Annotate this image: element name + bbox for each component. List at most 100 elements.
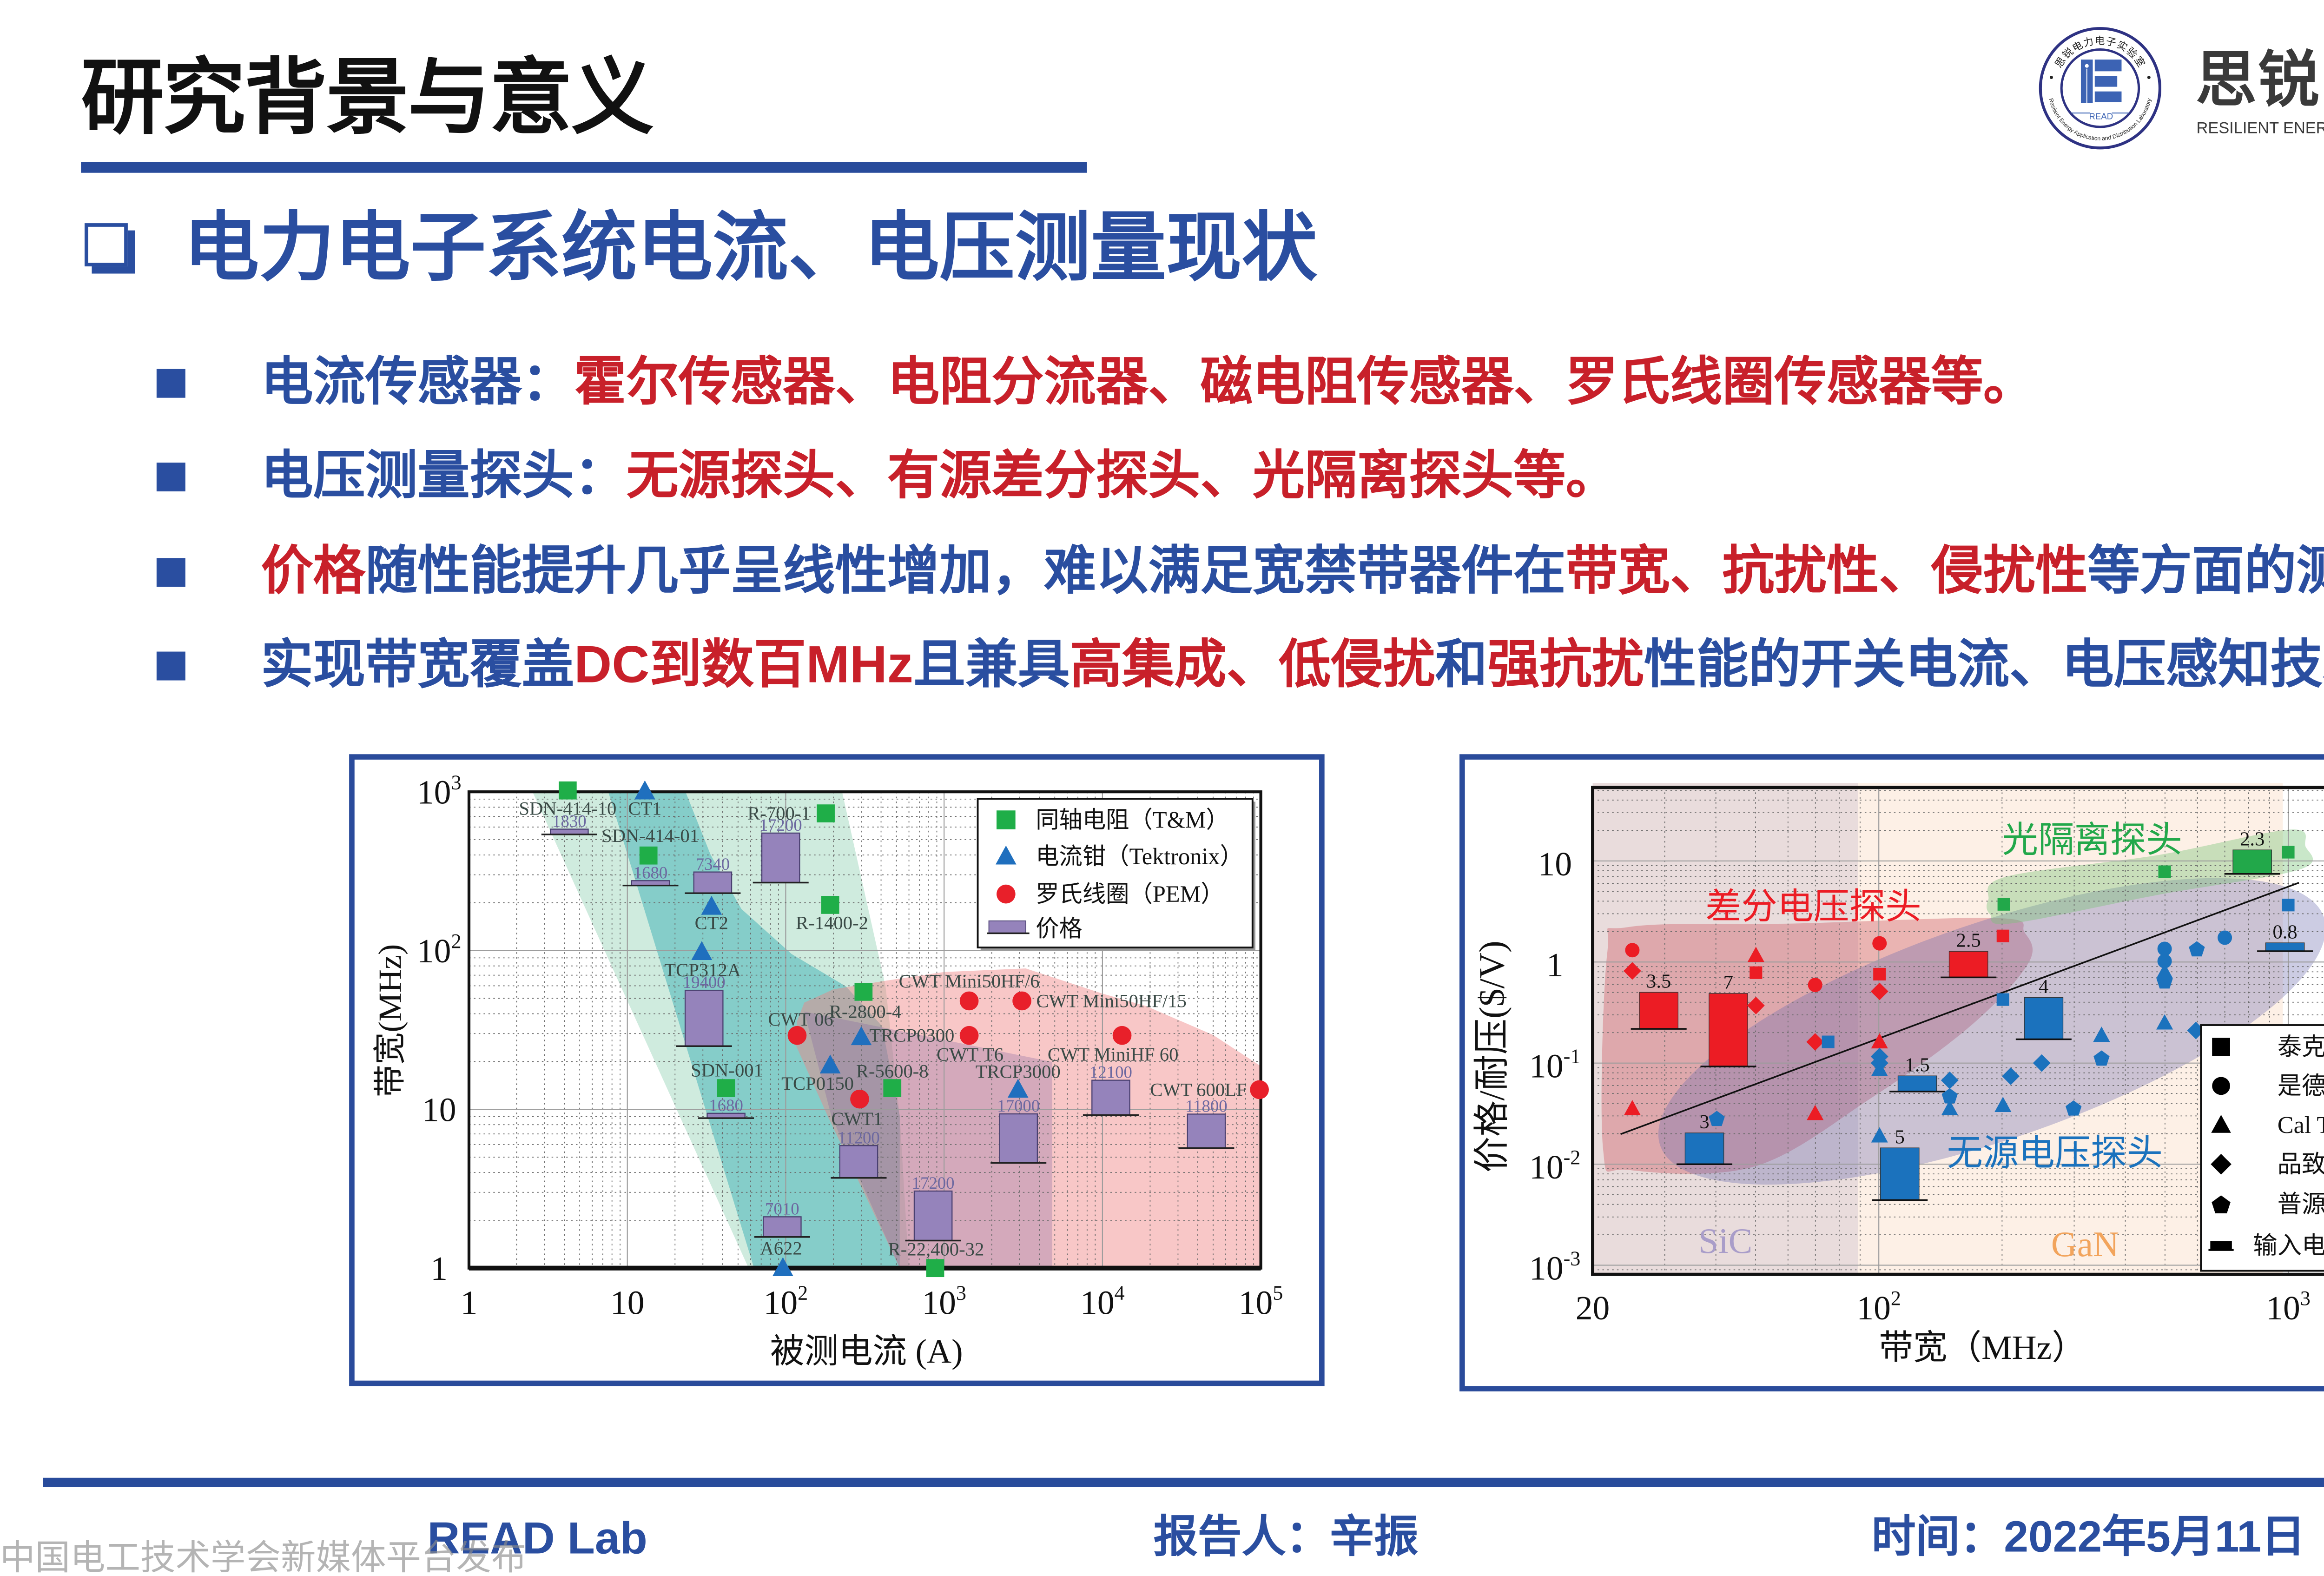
capacitance-bar: 4 xyxy=(2015,976,2072,1040)
bullet-segment: 随性能提升几乎呈线性增加，难以满足宽禁带器件在 xyxy=(365,543,1566,601)
circle-marker-icon xyxy=(2218,930,2232,945)
triangle-marker-icon xyxy=(691,941,713,960)
diamond-marker-icon xyxy=(1941,1071,1959,1089)
triangle-marker-icon xyxy=(2156,1014,2173,1030)
price-bar: 7010 xyxy=(754,1199,810,1238)
y-tick-label: 1 xyxy=(430,1249,448,1287)
circle-marker-icon xyxy=(959,1026,979,1045)
triangle-marker-icon xyxy=(772,1257,793,1276)
capacitance-bar-rect xyxy=(1948,951,1988,978)
diamond-marker-icon xyxy=(1623,962,1641,980)
triangle-marker-icon xyxy=(1994,1097,2012,1112)
seal-abbreviation: READ xyxy=(2088,112,2113,121)
square-marker-icon xyxy=(926,1259,944,1278)
y-axis-label: 价格/耐压($/V) xyxy=(1472,940,1512,1172)
square-marker-icon xyxy=(1750,966,1763,979)
bullet-segment: 无源探头、有源差分探头、光隔离探头等。 xyxy=(626,449,1618,507)
square-marker-icon xyxy=(821,896,839,914)
trend-line xyxy=(1620,882,2299,1135)
device-label: CWT 600LF xyxy=(1150,1079,1247,1100)
price-value-label: 7010 xyxy=(765,1199,799,1218)
capacitance-bar: 7 xyxy=(1700,972,1756,1067)
square-legend-icon xyxy=(997,810,1016,829)
x-tick-label: 104 xyxy=(1080,1282,1125,1322)
diamond-marker-icon xyxy=(2002,1067,2020,1085)
lab-name-en: RESILIENT ENERGY APPLICATION AND DISTRIB… xyxy=(2196,118,2324,136)
circle-marker-icon xyxy=(1808,978,1822,993)
bullet-segment: 电压测量探头： xyxy=(261,449,627,507)
legend-entry: 普源 xyxy=(2212,1191,2324,1218)
price-bar: 17200 xyxy=(753,815,809,884)
capacitance-bar-rect xyxy=(1709,993,1748,1067)
capacitance-bar: 2.5 xyxy=(1941,930,1997,979)
price-value-label: 7340 xyxy=(696,854,730,874)
circle-legend-icon xyxy=(997,884,1016,904)
pentagon-marker-icon xyxy=(1941,1088,1958,1104)
probe-group: 3 5 1.5 4 0.8 无源电压探头 xyxy=(1677,899,2313,1201)
device-label: R-22,400-32 xyxy=(888,1239,984,1260)
price-bar-rect xyxy=(1091,1079,1130,1116)
legend-label: 是德 xyxy=(2278,1073,2324,1099)
square-marker-icon xyxy=(558,781,577,800)
square-legend-icon xyxy=(2212,1038,2230,1056)
bullet-current-sensors: 电流传感器： 霍尔传感器、电阻分流器、磁电阻传感器、罗氏线圈传感器等。 xyxy=(261,352,2035,413)
overlap-region xyxy=(804,1011,1052,1268)
capacitance-value-label: 2.3 xyxy=(2240,828,2265,850)
series-points: CT1 CT2 TCP312A TCP0150 TRCP0300 TRCP3000 A622 xyxy=(628,780,1061,1276)
legend-entry: 价格 xyxy=(987,915,1083,941)
square-marker-icon xyxy=(1997,898,2010,911)
bullet-segment: 霍尔传感器、电阻分流器、磁电阻传感器、罗氏线圈传感器等。 xyxy=(574,353,2036,411)
probe-group-label: 差分电压探头 xyxy=(1705,887,1921,927)
band-label: GaN xyxy=(2051,1224,2119,1264)
circle-marker-icon xyxy=(2157,954,2172,968)
x-tick-label: 102 xyxy=(1856,1287,1901,1327)
square-marker-icon xyxy=(1873,967,1886,981)
square-marker-icon xyxy=(883,1079,902,1097)
bullet-segment: 实现带宽覆盖 xyxy=(261,637,574,695)
lab-name-cn: 思锐电力电子实验室 xyxy=(2195,46,2324,115)
capacitance-bar: 0.8 xyxy=(2257,921,2313,952)
footer-presenter: 报告人：辛振 xyxy=(1153,1513,1418,1562)
price-bar: 11200 xyxy=(831,1128,887,1179)
square-marker-icon xyxy=(1996,929,2009,942)
square-bullet-icon xyxy=(155,557,185,586)
pentagon-marker-icon xyxy=(2156,973,2173,989)
legend-label: 泰克 xyxy=(2278,1033,2324,1060)
device-label: TRCP3000 xyxy=(976,1061,1061,1082)
x-tick-label: 20 xyxy=(1576,1289,1610,1327)
capacitance-bar: 3.5 xyxy=(1631,971,1687,1030)
device-label: CWT MiniHF 60 xyxy=(1048,1044,1179,1065)
title-underline xyxy=(81,162,1087,172)
device-label: CWT Mini50HF/6 xyxy=(899,971,1040,992)
price-value-label: 17200 xyxy=(759,815,802,834)
square-marker-icon xyxy=(854,983,873,1001)
seal-dot-icon xyxy=(2049,76,2053,79)
device-label: CT1 xyxy=(628,798,661,819)
legend-box xyxy=(2200,1024,2324,1272)
triangle-marker-icon xyxy=(819,1054,841,1074)
triangle-marker-icon xyxy=(2156,963,2173,979)
triangle-legend-icon xyxy=(2211,1114,2231,1133)
legend-label: 同轴电阻（T&M） xyxy=(1036,807,1229,833)
price-bar: 17000 xyxy=(990,1096,1047,1164)
price-bar: 1680 xyxy=(698,1096,754,1119)
capacitance-bar: 2.3 xyxy=(2224,828,2280,875)
y-tick-label: 1 xyxy=(1546,946,1564,984)
legend-label: 电流钳（Tektronix） xyxy=(1036,843,1243,869)
circle-marker-icon xyxy=(787,1026,807,1045)
legend-label: 品致 xyxy=(2278,1151,2324,1178)
circle-marker-icon xyxy=(959,991,979,1011)
triangle-marker-icon xyxy=(1624,1100,1641,1115)
square-bullet-icon xyxy=(155,463,185,492)
capacitance-value-label: 0.8 xyxy=(2272,921,2297,943)
footer-rule xyxy=(43,1477,2324,1487)
bullet-segment: 电流传感器： xyxy=(261,353,574,411)
bullet-segment: 强抗扰 xyxy=(1487,637,1644,695)
capacitance-value-label: 3 xyxy=(1699,1111,1709,1133)
circle-marker-icon xyxy=(1625,943,1640,958)
pentagon-marker-icon xyxy=(2065,1100,2082,1116)
legend-entry: 泰克 xyxy=(2212,1033,2324,1060)
price-bar-rect xyxy=(839,1145,878,1179)
voltage-probe-price-chart: SiC GaN 3.5 7 2.5 差分电压探头 3 5 1.5 4 0.8 无源电压探头 2.3 光隔离… xyxy=(1459,754,2324,1391)
capacitance-bar: 5 xyxy=(1872,1126,1928,1201)
